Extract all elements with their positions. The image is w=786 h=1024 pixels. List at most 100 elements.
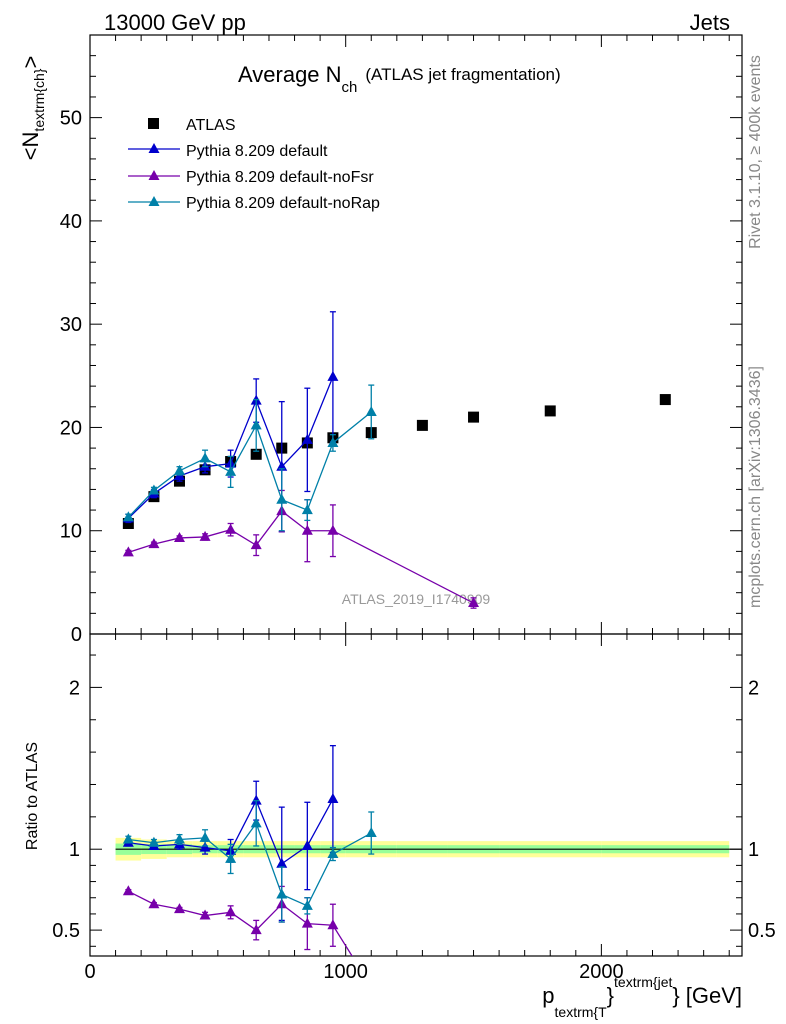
- pythia-norap-point: [327, 436, 339, 447]
- ratio-pythia-default-point: [250, 794, 262, 805]
- legend-marker-nofsr: [148, 170, 160, 180]
- pythia-norap-point: [276, 493, 288, 504]
- ratio-pythia-default-point: [327, 793, 339, 804]
- legend-marker-atlas: [148, 118, 159, 129]
- ratio-pythia-nofsr-point: [173, 903, 185, 914]
- x-axis-label: ptextrm{T}textrm{jet} [GeV]: [542, 974, 742, 1020]
- x-tick-label: 2000: [579, 961, 624, 983]
- legend-marker-norap: [148, 196, 160, 206]
- clip-top-content: [122, 311, 671, 609]
- x-label-sup: textrm{jet: [614, 974, 672, 990]
- ratio-pythia-norap-point: [250, 817, 262, 828]
- y-axis-label-main: <Ntextrm{ch}>: [18, 56, 47, 161]
- ratio-pythia-nofsr-point: [225, 906, 237, 917]
- legend: ATLAS Pythia 8.209 default Pythia 8.209 …: [128, 117, 380, 212]
- ratio-pythia-norap-point: [301, 899, 313, 910]
- ratio-pythia-norap-point: [276, 888, 288, 899]
- pythia-nofsr-point: [225, 523, 237, 534]
- pythia-norap-point: [173, 464, 185, 475]
- ratio-pythia-norap-point: [225, 852, 237, 863]
- atlas-point: [122, 517, 134, 529]
- ratio-panel: 0 1000 2000 0.5 0.5 1 1 2 2: [52, 633, 776, 983]
- atlas-point: [416, 419, 428, 431]
- plot-title: Average Nch (ATLAS jet fragmentation): [238, 62, 561, 96]
- pythia-norap-point: [301, 504, 313, 515]
- pythia-default-point: [301, 433, 313, 444]
- analysis-tag: ATLAS_2019_I1740909: [342, 591, 491, 607]
- legend-label-nofsr: Pythia 8.209 default-noFsr: [186, 169, 374, 186]
- ratio-pythia-default-point: [301, 839, 313, 850]
- pythia-nofsr-line: [128, 510, 474, 604]
- ratio-pythia-nofsr-point: [301, 917, 313, 928]
- atlas-point: [468, 411, 480, 423]
- title-main: Average N: [238, 62, 342, 87]
- ratio-pythia-norap-point: [122, 833, 134, 844]
- y-label-gt: >: [18, 56, 43, 69]
- ratio-pythia-nofsr-point: [122, 885, 134, 896]
- y-tick-label: 20: [60, 417, 82, 439]
- main-panel: 0 10 20 30 40 50: [60, 34, 743, 646]
- pythia-norap-point: [199, 452, 211, 463]
- ratio-pythia-norap-point: [173, 833, 185, 844]
- rivet-label: Rivet 3.1.10, ≥ 400k events: [747, 55, 764, 249]
- x-label-sup-close: }: [672, 983, 679, 1008]
- y-tick-label: 50: [60, 108, 82, 130]
- y-tick-label: 30: [60, 314, 82, 336]
- header-right: Jets: [690, 10, 730, 35]
- y-tick-label: 0: [71, 624, 82, 646]
- y-label-lt: <N: [18, 132, 43, 161]
- ratio-pythia-nofsr-point: [250, 924, 262, 935]
- legend-label-atlas: ATLAS: [186, 117, 236, 134]
- svg-text:<Ntextrm{ch}>: <Ntextrm{ch}>: [18, 56, 47, 161]
- ratio-pythia-nofsr-line: [128, 890, 353, 956]
- y-tick-label: 40: [60, 211, 82, 233]
- pythia-nofsr-point: [250, 539, 262, 550]
- ratio-y-tick-label: 1: [69, 839, 80, 861]
- pythia-nofsr-point: [148, 538, 160, 549]
- pythia-norap-point: [148, 484, 160, 495]
- pythia-norap-point: [122, 511, 134, 522]
- atlas-point: [250, 448, 262, 460]
- ratio-pythia-norap-line: [128, 821, 372, 907]
- x-label-sub: textrm{T: [555, 1004, 608, 1020]
- title-rest: (ATLAS jet fragmentation): [365, 65, 560, 84]
- ratio-pythia-nofsr-point: [148, 898, 160, 909]
- legend-label-default: Pythia 8.209 default: [186, 143, 328, 160]
- pythia-nofsr-point: [122, 546, 134, 557]
- y-axis-label-ratio: Ratio to ATLAS: [24, 742, 41, 850]
- ratio-y-tick-label-right: 1: [748, 839, 759, 861]
- legend-label-norap: Pythia 8.209 default-noRap: [186, 195, 380, 212]
- ratio-pythia-norap-point: [327, 848, 339, 859]
- ratio-pythia-nofsr-point: [327, 919, 339, 930]
- mcplots-label: mcplots.cern.ch [arXiv:1306.3436]: [747, 366, 764, 608]
- ratio-y-tick-label: 0.5: [52, 920, 80, 942]
- x-label-unit: [GeV]: [686, 983, 742, 1008]
- pythia-nofsr-point: [327, 524, 339, 535]
- x-tick-label: 1000: [323, 961, 368, 983]
- ratio-y-tick-label-right: 0.5: [748, 920, 776, 942]
- ratio-y-tick-label-right: 2: [748, 677, 759, 699]
- clip-bot-content: [122, 744, 377, 956]
- ratio-pythia-norap-point: [365, 827, 377, 838]
- ratio-y-tick-label: 2: [69, 677, 80, 699]
- pythia-nofsr-point: [199, 530, 211, 541]
- pythia-norap-point: [225, 465, 237, 476]
- pythia-norap-line: [127, 411, 372, 518]
- pythia-norap-point: [250, 419, 262, 430]
- title-sub: ch: [342, 79, 358, 96]
- ratio-pythia-default-point: [276, 857, 288, 868]
- pythia-nofsr-point: [173, 531, 185, 542]
- x-label-main: p: [542, 983, 554, 1008]
- ratio-frame: [89, 633, 743, 957]
- x-tick-label: 0: [84, 961, 95, 983]
- x-label-sub-close: }: [607, 983, 614, 1008]
- pythia-norap-point: [365, 405, 377, 416]
- y-label-sub: textrm{ch}: [31, 68, 47, 131]
- legend-marker-default: [148, 143, 160, 153]
- atlas-point: [659, 394, 671, 406]
- y-tick-label: 10: [60, 521, 82, 543]
- ratio-pythia-norap-point: [148, 836, 160, 847]
- pythia-nofsr-point: [468, 597, 480, 608]
- ratio-pythia-nofsr-point: [199, 909, 211, 920]
